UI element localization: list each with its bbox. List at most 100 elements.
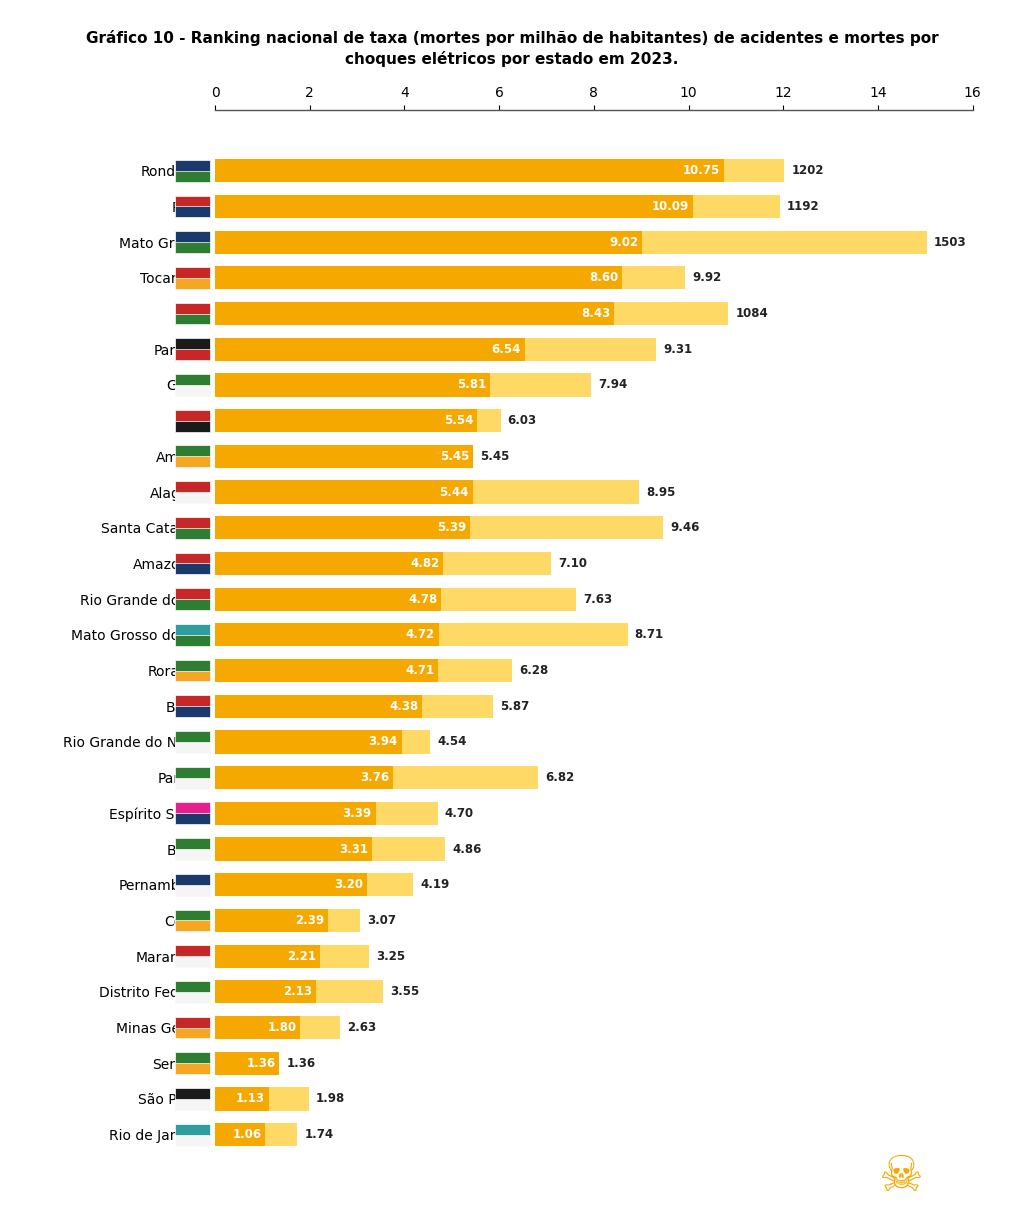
Text: 5.44: 5.44 [439,486,469,499]
FancyBboxPatch shape [175,838,210,860]
Bar [215,980,383,1003]
Text: 5.81: 5.81 [457,378,486,392]
Bar [215,159,724,182]
FancyBboxPatch shape [175,814,210,825]
Text: 9.02: 9.02 [609,235,638,249]
FancyBboxPatch shape [175,695,210,717]
Text: 1.98: 1.98 [316,1092,345,1105]
Text: 9.92: 9.92 [692,271,721,284]
FancyBboxPatch shape [175,421,210,432]
Text: 1.36: 1.36 [247,1057,275,1070]
Bar [215,338,656,361]
FancyBboxPatch shape [175,445,210,467]
Text: 3.31: 3.31 [339,843,368,855]
Bar [215,1052,280,1075]
FancyBboxPatch shape [175,671,210,682]
FancyBboxPatch shape [175,731,210,753]
Bar [215,231,927,254]
Text: 3.20: 3.20 [334,878,362,892]
Bar [215,1087,268,1110]
Text: 3.07: 3.07 [368,914,396,927]
Bar [215,1052,280,1075]
Text: 4.78: 4.78 [409,593,437,605]
Text: 3.39: 3.39 [343,806,372,820]
Bar [215,837,372,860]
Bar [215,659,438,682]
FancyBboxPatch shape [175,195,210,217]
Text: 8.71: 8.71 [635,628,664,642]
Text: 4.82: 4.82 [411,558,439,570]
Bar [215,445,473,468]
FancyBboxPatch shape [175,492,210,503]
FancyBboxPatch shape [175,588,210,610]
FancyBboxPatch shape [175,1064,210,1074]
Text: choques elétricos por estado em 2023.: choques elétricos por estado em 2023. [345,51,679,67]
Text: 4.70: 4.70 [444,806,474,820]
Bar [215,409,477,432]
FancyBboxPatch shape [175,623,210,645]
Bar [215,802,437,825]
Bar [215,623,438,647]
FancyBboxPatch shape [175,777,210,788]
Bar [215,802,376,825]
Text: 9.31: 9.31 [664,343,692,356]
FancyBboxPatch shape [175,481,210,503]
FancyBboxPatch shape [175,206,210,217]
Bar [215,338,524,361]
Bar [215,373,490,396]
FancyBboxPatch shape [175,1027,210,1038]
Text: 6.54: 6.54 [492,343,521,356]
Bar [215,694,423,717]
Text: 6.82: 6.82 [545,771,574,784]
Bar [215,195,779,218]
Bar [215,766,393,789]
Text: 1.36: 1.36 [287,1057,315,1070]
FancyBboxPatch shape [175,410,210,432]
FancyBboxPatch shape [175,742,210,753]
FancyBboxPatch shape [175,553,210,575]
Bar [215,231,642,254]
Text: 8.60: 8.60 [589,271,618,284]
Text: 7.94: 7.94 [598,378,628,392]
FancyBboxPatch shape [175,1016,210,1038]
Bar [215,445,473,468]
Bar [215,409,501,432]
FancyBboxPatch shape [175,171,210,182]
FancyBboxPatch shape [175,303,210,325]
FancyBboxPatch shape [175,910,210,931]
FancyBboxPatch shape [175,232,210,253]
Text: Gráfico 10 - Ranking nacional de taxa (mortes por milhão de habitantes) de acide: Gráfico 10 - Ranking nacional de taxa (m… [86,30,938,46]
Text: 10.75: 10.75 [683,165,720,177]
Bar [215,944,319,967]
Text: 1.13: 1.13 [236,1092,265,1105]
FancyBboxPatch shape [175,375,210,395]
Bar [215,623,628,647]
Bar [215,766,538,789]
Text: 5.39: 5.39 [437,521,467,534]
Text: 1084: 1084 [735,307,768,320]
Text: 2.13: 2.13 [283,986,312,998]
Bar [215,195,693,218]
FancyBboxPatch shape [175,338,210,360]
FancyBboxPatch shape [175,992,210,1003]
FancyBboxPatch shape [175,946,210,967]
Bar [215,980,316,1003]
FancyBboxPatch shape [175,1088,210,1110]
Text: 1.80: 1.80 [267,1021,297,1035]
Text: 3.76: 3.76 [360,771,389,784]
Text: 3.55: 3.55 [390,986,420,998]
Bar [215,874,367,897]
Bar [215,1087,309,1110]
Text: 1202: 1202 [792,165,824,177]
Text: 4.71: 4.71 [406,664,434,677]
Bar [215,837,445,860]
Bar [215,1016,340,1039]
Bar [215,909,360,932]
FancyBboxPatch shape [175,1053,210,1074]
Text: 4.19: 4.19 [421,878,450,892]
FancyBboxPatch shape [175,599,210,610]
Text: 1192: 1192 [786,200,819,214]
FancyBboxPatch shape [175,874,210,895]
Text: 2.39: 2.39 [295,914,325,927]
Bar [215,874,414,897]
